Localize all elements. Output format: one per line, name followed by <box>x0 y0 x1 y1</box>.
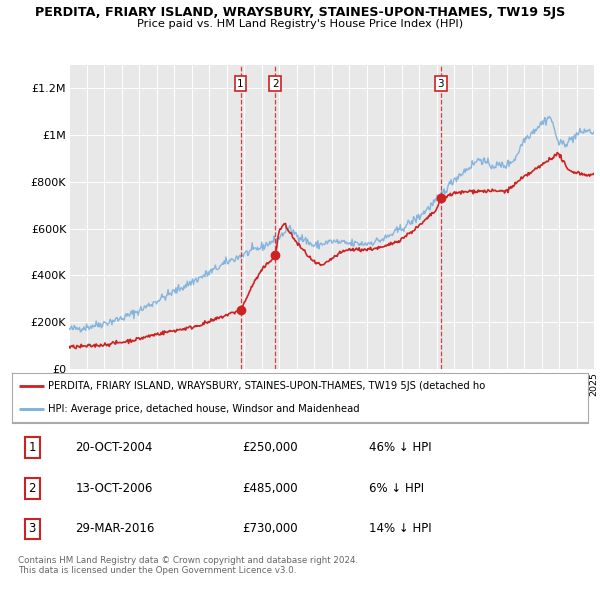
Text: 14% ↓ HPI: 14% ↓ HPI <box>369 522 432 535</box>
Text: 3: 3 <box>28 522 36 535</box>
Text: 20-OCT-2004: 20-OCT-2004 <box>76 441 153 454</box>
Text: 13-OCT-2006: 13-OCT-2006 <box>76 481 153 495</box>
Text: This data is licensed under the Open Government Licence v3.0.: This data is licensed under the Open Gov… <box>18 566 296 575</box>
Text: £250,000: £250,000 <box>242 441 298 454</box>
Text: 29-MAR-2016: 29-MAR-2016 <box>76 522 155 535</box>
Text: 46% ↓ HPI: 46% ↓ HPI <box>369 441 432 454</box>
Text: £485,000: £485,000 <box>242 481 298 495</box>
Text: PERDITA, FRIARY ISLAND, WRAYSBURY, STAINES-UPON-THAMES, TW19 5JS (detached ho: PERDITA, FRIARY ISLAND, WRAYSBURY, STAIN… <box>48 381 485 391</box>
Text: HPI: Average price, detached house, Windsor and Maidenhead: HPI: Average price, detached house, Wind… <box>48 404 359 414</box>
Text: Contains HM Land Registry data © Crown copyright and database right 2024.: Contains HM Land Registry data © Crown c… <box>18 556 358 565</box>
Text: 2: 2 <box>272 78 278 88</box>
Text: 2: 2 <box>28 481 36 495</box>
Text: £730,000: £730,000 <box>242 522 298 535</box>
Text: 6% ↓ HPI: 6% ↓ HPI <box>369 481 424 495</box>
Text: 1: 1 <box>28 441 36 454</box>
Text: 3: 3 <box>437 78 444 88</box>
Text: 1: 1 <box>237 78 244 88</box>
Text: PERDITA, FRIARY ISLAND, WRAYSBURY, STAINES-UPON-THAMES, TW19 5JS: PERDITA, FRIARY ISLAND, WRAYSBURY, STAIN… <box>35 6 565 19</box>
Text: Price paid vs. HM Land Registry's House Price Index (HPI): Price paid vs. HM Land Registry's House … <box>137 19 463 30</box>
